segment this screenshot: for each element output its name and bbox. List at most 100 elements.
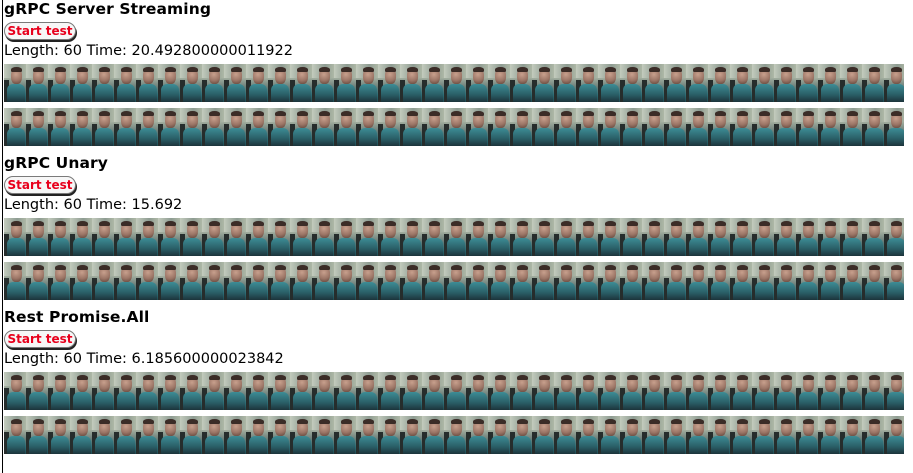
thumbnail-image [840, 262, 862, 300]
thumbnail-image [532, 218, 554, 256]
thumbnail-image [444, 372, 466, 410]
thumbnail-image [312, 372, 334, 410]
thumbnail-image [400, 372, 422, 410]
thumbnail-image [334, 262, 356, 300]
start-test-button[interactable]: Start test [4, 330, 76, 348]
thumbnail-image [444, 416, 466, 454]
thumbnail-image [664, 108, 686, 146]
thumbnail-image [268, 218, 290, 256]
thumbnail-image [576, 218, 598, 256]
thumbnail-image [48, 372, 70, 410]
thumbnail-image [752, 372, 774, 410]
image-strip [4, 372, 904, 410]
thumbnail-image [158, 108, 180, 146]
thumbnail-image [576, 108, 598, 146]
thumbnail-image [774, 108, 796, 146]
thumbnail-image [466, 64, 488, 102]
thumbnail-image [70, 262, 92, 300]
thumbnail-image [268, 64, 290, 102]
thumbnail-image [26, 218, 48, 256]
thumbnail-image [356, 64, 378, 102]
thumbnail-image [752, 64, 774, 102]
thumbnail-image [202, 372, 224, 410]
thumbnail-image [114, 108, 136, 146]
thumbnail-image [136, 416, 158, 454]
thumbnail-image [334, 416, 356, 454]
thumbnail-image [532, 108, 554, 146]
thumbnail-image [158, 372, 180, 410]
thumbnail-image [510, 372, 532, 410]
thumbnail-image [202, 108, 224, 146]
thumbnail-image [356, 372, 378, 410]
thumbnail-image [774, 416, 796, 454]
thumbnail-image [730, 64, 752, 102]
thumbnail-image [158, 262, 180, 300]
thumbnail-image [510, 416, 532, 454]
thumbnail-image [554, 64, 576, 102]
thumbnail-image [774, 262, 796, 300]
thumbnail-image [92, 416, 114, 454]
thumbnail-image [26, 262, 48, 300]
thumbnail-image [620, 416, 642, 454]
thumbnail-image [378, 218, 400, 256]
thumbnail-image [576, 372, 598, 410]
thumbnail-image [378, 416, 400, 454]
thumbnail-image [444, 64, 466, 102]
thumbnail-image [708, 262, 730, 300]
thumbnail-image [532, 372, 554, 410]
thumbnail-image [664, 372, 686, 410]
thumbnail-image [422, 64, 444, 102]
thumbnail-image [378, 64, 400, 102]
thumbnail-image [202, 262, 224, 300]
thumbnail-image [708, 218, 730, 256]
thumbnail-image [620, 372, 642, 410]
thumbnail-image [796, 108, 818, 146]
thumbnail-image [620, 218, 642, 256]
result-text: Length: 60 Time: 15.692 [4, 197, 183, 213]
thumbnail-image [686, 262, 708, 300]
image-strip [4, 108, 904, 146]
thumbnail-image [730, 218, 752, 256]
section-title: Rest Promise.All [4, 308, 150, 326]
start-test-button[interactable]: Start test [4, 22, 76, 40]
thumbnail-image [642, 372, 664, 410]
thumbnail-image [290, 218, 312, 256]
thumbnail-image [598, 218, 620, 256]
thumbnail-image [488, 372, 510, 410]
thumbnail-image [488, 108, 510, 146]
thumbnail-image [862, 108, 884, 146]
thumbnail-image [510, 262, 532, 300]
thumbnail-image [202, 218, 224, 256]
thumbnail-image [818, 64, 840, 102]
thumbnail-image [510, 218, 532, 256]
thumbnail-image [70, 218, 92, 256]
thumbnail-image [312, 108, 334, 146]
start-test-button[interactable]: Start test [4, 176, 76, 194]
thumbnail-image [290, 372, 312, 410]
thumbnail-image [92, 262, 114, 300]
thumbnail-image [730, 372, 752, 410]
thumbnail-image [510, 64, 532, 102]
thumbnail-image [180, 416, 202, 454]
section-title: gRPC Server Streaming [4, 0, 212, 18]
thumbnail-image [466, 218, 488, 256]
thumbnail-image [620, 64, 642, 102]
section-title: gRPC Unary [4, 154, 108, 172]
thumbnail-image [862, 262, 884, 300]
thumbnail-image [510, 108, 532, 146]
thumbnail-image [136, 64, 158, 102]
thumbnail-image [862, 64, 884, 102]
thumbnail-image [642, 64, 664, 102]
thumbnail-image [598, 262, 620, 300]
thumbnail-image [818, 262, 840, 300]
thumbnail-image [576, 64, 598, 102]
thumbnail-image [158, 416, 180, 454]
thumbnail-image [708, 108, 730, 146]
thumbnail-image [686, 64, 708, 102]
thumbnail-image [884, 416, 904, 454]
thumbnail-image [422, 372, 444, 410]
thumbnail-image [92, 64, 114, 102]
thumbnail-image [224, 218, 246, 256]
thumbnail-image [180, 262, 202, 300]
test-section-grpc-server-streaming: gRPC Server Streaming Start test Length:… [4, 0, 904, 146]
